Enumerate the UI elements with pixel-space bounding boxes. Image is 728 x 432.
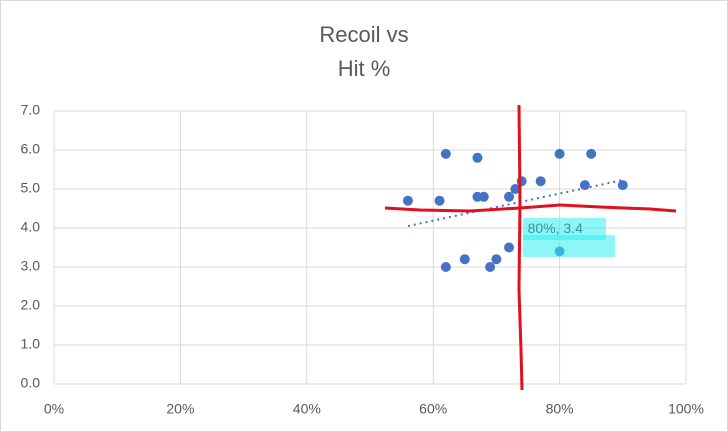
y-tick-label: 7.0 bbox=[21, 102, 41, 118]
point bbox=[579, 180, 590, 191]
point bbox=[554, 148, 565, 159]
grid bbox=[53, 110, 687, 385]
x-tick-label: 60% bbox=[419, 401, 447, 417]
x-tick-label: 100% bbox=[668, 401, 704, 417]
x-tick-label: 40% bbox=[293, 401, 321, 417]
y-tick-label: 3.0 bbox=[21, 258, 41, 274]
x-tick-label: 20% bbox=[166, 401, 194, 417]
highlight bbox=[523, 218, 606, 240]
x-tick-label: 0% bbox=[44, 401, 64, 417]
point bbox=[535, 176, 546, 187]
chart-title: Hit % bbox=[338, 56, 391, 81]
point bbox=[485, 262, 496, 272]
point bbox=[510, 184, 521, 194]
y-tick-label: 6.0 bbox=[21, 141, 41, 157]
y-tick-label: 5.0 bbox=[21, 180, 41, 196]
point bbox=[516, 176, 527, 187]
hand-annotations bbox=[384, 104, 677, 391]
point bbox=[402, 195, 413, 206]
point bbox=[434, 195, 445, 206]
y-tick-label: 1.0 bbox=[21, 336, 41, 352]
point bbox=[617, 180, 628, 191]
point bbox=[440, 262, 451, 272]
point bbox=[504, 191, 515, 202]
data-label: 80%, 3.4 bbox=[528, 220, 583, 236]
chart-title: Recoil vs bbox=[319, 22, 408, 47]
x-tick-label: 80% bbox=[546, 401, 574, 417]
point bbox=[472, 152, 483, 163]
highlight bbox=[523, 235, 615, 257]
point bbox=[440, 148, 451, 159]
point bbox=[478, 191, 489, 202]
point bbox=[459, 254, 470, 265]
red-line bbox=[384, 203, 677, 213]
y-tick-label: 2.0 bbox=[21, 297, 41, 313]
trendline bbox=[407, 179, 624, 228]
red-line bbox=[517, 104, 524, 391]
point bbox=[491, 254, 502, 265]
y-tick-label: 4.0 bbox=[21, 219, 41, 235]
point bbox=[504, 242, 515, 253]
point bbox=[586, 148, 597, 159]
y-tick-label: 0.0 bbox=[21, 375, 41, 391]
labels: 0.0 1.0 2.0 3.0 4.0 5.0 6.0 7.0 0% 20% 40% 60% 80% 10… bbox=[21, 102, 704, 417]
